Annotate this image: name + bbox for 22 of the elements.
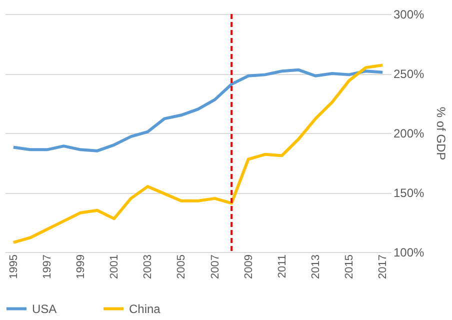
y-tick-label: 150%: [394, 186, 425, 200]
x-tick-label: 2005: [176, 254, 188, 279]
legend-label: USA: [32, 302, 57, 316]
line-series: [12, 64, 384, 244]
x-tick-label: 2013: [310, 254, 322, 279]
x-tick-label: 1999: [75, 254, 88, 279]
y-tick-label: 200%: [394, 126, 425, 140]
y-axis-title: % of GDP: [434, 106, 448, 160]
y-tick-label: 300%: [394, 8, 425, 22]
x-tick-label: 2009: [242, 254, 255, 279]
line-series: [12, 68, 384, 152]
legend-label: China: [129, 302, 161, 316]
x-tick-label: 1997: [41, 254, 54, 279]
x-tick-label: 2011: [276, 254, 288, 278]
x-tick-label: 2017: [377, 254, 390, 279]
x-tick-label: 1995: [8, 254, 20, 279]
x-tick-label: 2015: [344, 254, 356, 279]
x-tick-label: 2001: [108, 254, 121, 279]
x-tick-label: 2003: [142, 254, 154, 279]
x-tick-label: 2007: [209, 254, 222, 279]
y-tick-label: 100%: [394, 246, 425, 260]
y-tick-label: 250%: [394, 67, 425, 81]
